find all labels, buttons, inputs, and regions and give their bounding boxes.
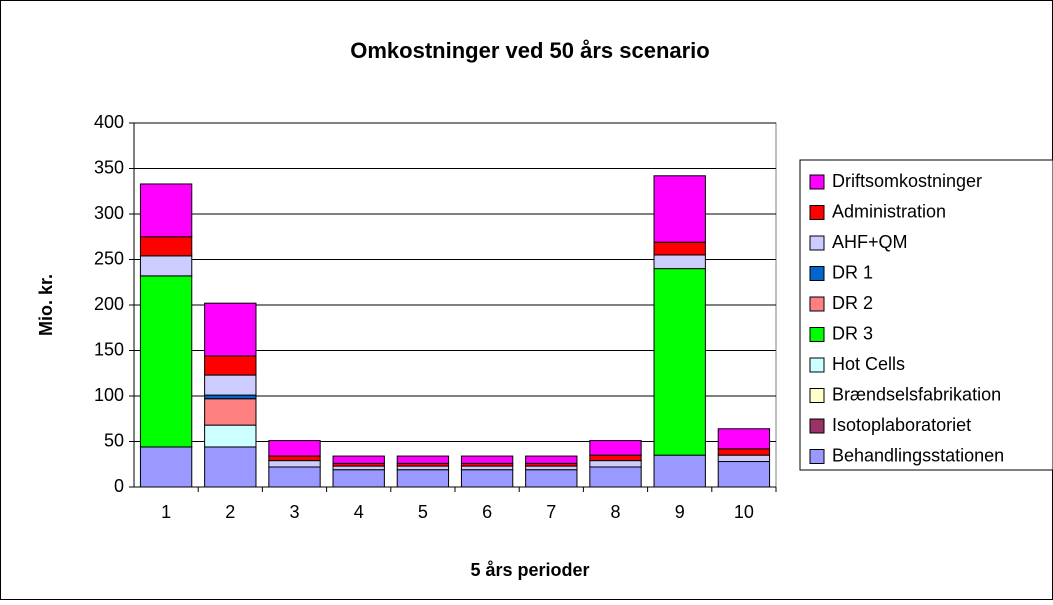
x-tick-label: 10	[734, 502, 754, 522]
y-tick-label: 100	[94, 385, 124, 405]
bar-segment	[653, 254, 706, 270]
bar-segment	[717, 448, 771, 456]
legend-swatch	[809, 418, 825, 434]
bar-segment	[139, 183, 193, 238]
bar-segment	[653, 268, 706, 456]
bar-segment	[653, 175, 706, 243]
legend-label: Isotoplaboratoriet	[832, 415, 971, 435]
legend-swatch	[809, 449, 825, 464]
x-tick-label: 5	[418, 502, 428, 522]
x-tick-label: 4	[354, 502, 364, 522]
bar-segment	[396, 455, 450, 464]
bar-segment	[589, 454, 642, 462]
legend-label: DR 1	[832, 262, 873, 282]
x-tick-label: 7	[546, 502, 556, 522]
legend-label: Brændselsfabrikation	[832, 384, 1001, 404]
x-tick-label: 8	[610, 502, 620, 522]
legend-label: AHF+QM	[832, 232, 908, 252]
legend	[799, 159, 1053, 471]
bar-segment	[332, 455, 385, 464]
bar-segment	[204, 355, 257, 376]
y-axis-label: Mio. kr.	[36, 274, 56, 336]
bar-segment	[653, 454, 706, 488]
legend-swatch	[809, 205, 825, 220]
bar-segment	[332, 469, 385, 488]
y-tick-label: 200	[94, 294, 124, 314]
bar-segment	[396, 469, 450, 488]
bar-segment	[268, 455, 321, 462]
y-tick-label: 300	[94, 203, 124, 223]
bar-segment	[525, 469, 578, 488]
bar-segment	[139, 275, 193, 448]
legend-label: DR 3	[832, 323, 873, 343]
y-tick-label: 150	[94, 339, 124, 359]
legend-swatch	[809, 388, 825, 403]
legend-label: Administration	[832, 201, 946, 221]
legend-label: Hot Cells	[832, 354, 905, 374]
bar-segment	[268, 440, 321, 457]
legend-swatch	[809, 174, 825, 190]
bar-segment	[204, 446, 257, 488]
y-tick-label: 50	[104, 430, 124, 450]
y-tick-label: 350	[94, 157, 124, 177]
x-tick-label: 6	[482, 502, 492, 522]
legend-label: Behandlingsstationen	[832, 445, 1004, 465]
bar-segment	[139, 446, 193, 488]
bar-segment	[396, 465, 450, 471]
bar-segment	[717, 461, 771, 488]
x-axis-label: 5 års perioder	[470, 560, 589, 580]
legend-label: DR 2	[832, 293, 873, 313]
x-tick-label: 9	[675, 502, 685, 522]
bar-segment	[460, 455, 514, 464]
bar-segment	[332, 465, 385, 471]
bar-segment	[139, 255, 193, 277]
bar-segment	[204, 374, 257, 396]
legend-swatch	[809, 235, 825, 251]
x-tick-label: 2	[225, 502, 235, 522]
legend-swatch	[809, 296, 825, 312]
bar-segment	[204, 424, 257, 448]
legend-swatch	[809, 357, 825, 373]
bar-segment	[268, 466, 321, 488]
bar-segment	[589, 460, 642, 468]
chart-title: Omkostninger ved 50 års scenario	[350, 38, 710, 63]
legend-swatch	[809, 266, 825, 281]
bar-segment	[460, 469, 514, 488]
bar-segment	[653, 241, 706, 256]
bar-segment	[460, 465, 514, 471]
x-tick-label: 3	[289, 502, 299, 522]
legend-label: Driftsomkostninger	[832, 171, 982, 191]
y-tick-label: 400	[94, 112, 124, 132]
bar-segment	[717, 428, 771, 450]
bar-segment	[525, 465, 578, 471]
y-tick-label: 250	[94, 248, 124, 268]
bar-segment	[204, 394, 257, 400]
bar-segment	[139, 236, 193, 257]
bar-segment	[268, 460, 321, 468]
x-tick-label: 1	[161, 502, 171, 522]
legend-swatch	[809, 327, 825, 342]
bar-segment	[589, 440, 642, 456]
bar-segment	[204, 398, 257, 426]
bar-segment	[204, 302, 257, 357]
bar-segment	[589, 466, 642, 488]
y-tick-label: 0	[114, 476, 124, 496]
bar-segment	[525, 455, 578, 464]
bar-segment	[717, 454, 771, 463]
